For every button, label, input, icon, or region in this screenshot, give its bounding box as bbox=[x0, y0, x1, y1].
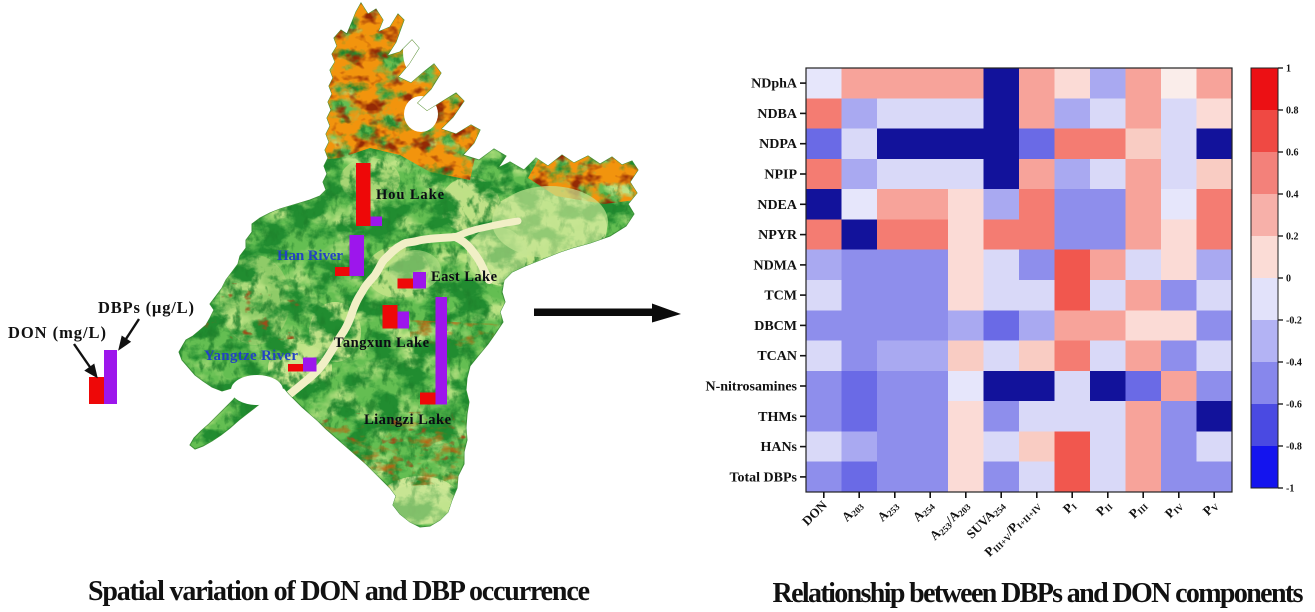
svg-text:A203: A203 bbox=[839, 497, 867, 525]
svg-text:1: 1 bbox=[1286, 64, 1291, 75]
svg-text:Hou Lake: Hou Lake bbox=[376, 187, 445, 203]
svg-text:0.2: 0.2 bbox=[1286, 232, 1299, 243]
svg-text:NDMA: NDMA bbox=[753, 258, 797, 273]
svg-text:A253: A253 bbox=[874, 497, 902, 525]
svg-text:-1: -1 bbox=[1286, 484, 1294, 495]
svg-text:Spatial variation of DON and D: Spatial variation of DON and DBP occurre… bbox=[88, 576, 590, 607]
svg-text:-0.4: -0.4 bbox=[1286, 358, 1302, 369]
svg-text:Han River: Han River bbox=[277, 248, 343, 264]
svg-text:THMs: THMs bbox=[758, 410, 797, 425]
svg-text:NDphA: NDphA bbox=[751, 77, 798, 92]
svg-text:PIII: PIII bbox=[1126, 497, 1151, 522]
svg-text:0.6: 0.6 bbox=[1286, 148, 1299, 159]
svg-text:-0.8: -0.8 bbox=[1286, 442, 1302, 453]
svg-text:NPYR: NPYR bbox=[758, 228, 798, 243]
svg-text:PII: PII bbox=[1093, 497, 1115, 519]
svg-text:Total DBPs: Total DBPs bbox=[729, 470, 797, 485]
svg-text:Liangzi Lake: Liangzi Lake bbox=[364, 412, 452, 428]
svg-text:NDEA: NDEA bbox=[757, 198, 798, 213]
svg-text:NDBA: NDBA bbox=[757, 107, 798, 122]
svg-text:A253/A203: A253/A203 bbox=[926, 497, 973, 544]
svg-text:0: 0 bbox=[1286, 274, 1291, 285]
svg-text:PIII+V/PI+II+IV: PIII+V/PI+II+IV bbox=[981, 497, 1044, 560]
svg-text:NDPA: NDPA bbox=[759, 137, 798, 152]
svg-text:N-nitrosamines: N-nitrosamines bbox=[705, 380, 797, 395]
svg-text:PI: PI bbox=[1060, 497, 1080, 517]
svg-text:DBCM: DBCM bbox=[754, 319, 797, 334]
svg-text:Yangtze River: Yangtze River bbox=[204, 348, 298, 364]
svg-text:HANs: HANs bbox=[760, 440, 797, 455]
svg-text:0.4: 0.4 bbox=[1286, 190, 1299, 201]
svg-text:-0.6: -0.6 bbox=[1286, 400, 1302, 411]
svg-text:East Lake: East Lake bbox=[431, 269, 498, 285]
svg-text:0.8: 0.8 bbox=[1286, 106, 1299, 117]
svg-text:PIV: PIV bbox=[1162, 497, 1187, 522]
svg-text:-0.2: -0.2 bbox=[1286, 316, 1302, 327]
svg-text:DBPs (µg/L): DBPs (µg/L) bbox=[98, 298, 194, 317]
svg-text:Relationship between DBPs and: Relationship between DBPs and DON compon… bbox=[773, 578, 1304, 609]
svg-text:PV: PV bbox=[1199, 497, 1221, 519]
svg-text:TCM: TCM bbox=[764, 289, 797, 304]
svg-text:DON: DON bbox=[799, 497, 830, 528]
svg-text:Tangxun Lake: Tangxun Lake bbox=[334, 335, 430, 351]
svg-text:NPIP: NPIP bbox=[764, 168, 797, 183]
svg-text:A254: A254 bbox=[910, 497, 938, 525]
svg-text:DON (mg/L): DON (mg/L) bbox=[8, 323, 106, 342]
svg-text:TCAN: TCAN bbox=[757, 349, 797, 364]
